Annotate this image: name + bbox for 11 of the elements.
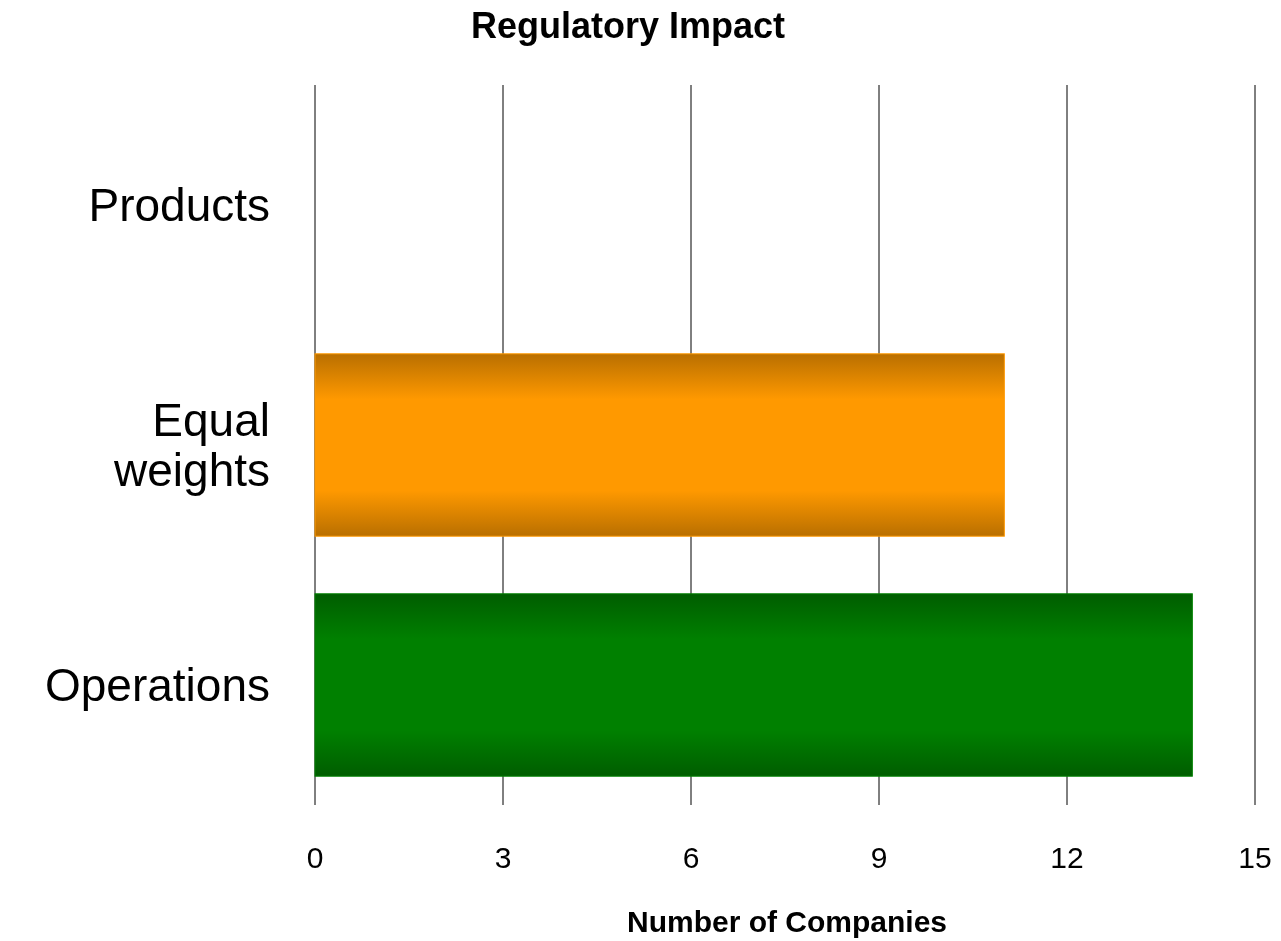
x-tick-label: 6: [682, 841, 700, 874]
x-tick-label: 0: [306, 841, 324, 874]
y-tick-label: Products: [88, 179, 270, 231]
x-tick-label: 3: [494, 841, 512, 874]
y-tick-label: Equal weights: [113, 394, 270, 496]
x-tick-label: 9: [870, 841, 888, 874]
x-tick-label: 15: [1238, 841, 1272, 874]
x-axis-title: Number of Companies: [626, 905, 948, 938]
chart-title: Regulatory Impact: [470, 5, 786, 46]
x-tick-label: 12: [1050, 841, 1084, 874]
y-tick-label: Operations: [44, 659, 270, 711]
